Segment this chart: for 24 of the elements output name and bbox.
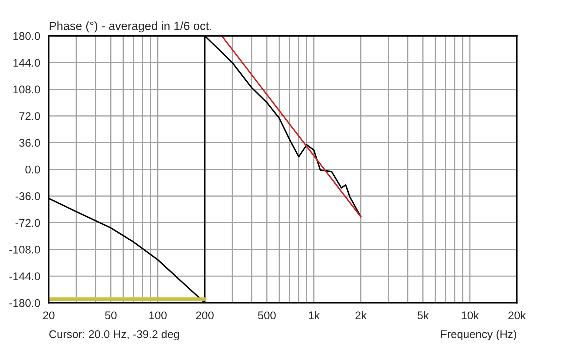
x-tick-label: 20k xyxy=(508,311,526,320)
y-tick-label: -144.0 xyxy=(10,272,40,281)
x-tick-label: 20 xyxy=(43,312,55,320)
y-tick-label: 36.0 xyxy=(19,139,40,148)
x-tick-label: 500 xyxy=(258,312,276,320)
chart-title: Phase (°) - averaged in 1/6 oct. xyxy=(50,22,212,33)
y-tick-label: -72.0 xyxy=(16,219,40,228)
text: Cursor: 20.0 Hz, -39.2 deg xyxy=(50,330,180,341)
x-tick-label: 100 xyxy=(150,312,167,320)
y-tick-label: -36.0 xyxy=(16,192,40,200)
y-tick-label: -108.0 xyxy=(10,246,40,254)
x-tick-label: 5k xyxy=(418,311,430,320)
y-tick-label: -180.0 xyxy=(10,299,40,308)
x-axis-title: Frequency (Hz) xyxy=(441,330,516,341)
x-tick-label: 200 xyxy=(196,312,214,320)
y-tick-label: 0.0 xyxy=(26,166,40,174)
x-tick-label: 2k xyxy=(356,311,367,320)
y-tick-label: 72.0 xyxy=(20,112,40,120)
x-tick-label: 50 xyxy=(105,312,117,320)
y-tick-label: 144.0 xyxy=(14,59,40,67)
x-tick-label: 10k xyxy=(462,311,480,320)
y-tick-label: 180.0 xyxy=(14,32,40,40)
x-tick-label: 1k xyxy=(309,311,320,320)
y-tick-label: 108.0 xyxy=(14,86,40,94)
